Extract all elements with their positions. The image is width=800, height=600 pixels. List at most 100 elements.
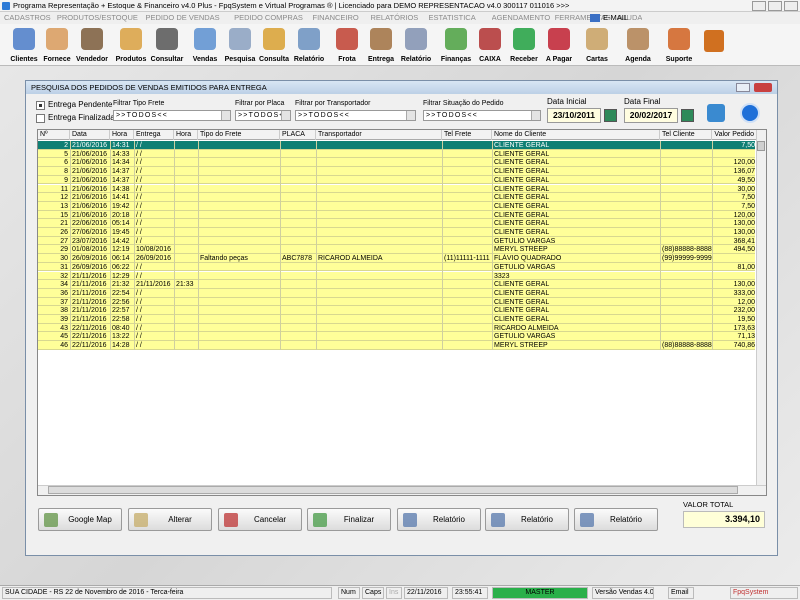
grid-cell[interactable]: 14:33 [112, 150, 130, 158]
grid-cell[interactable]: 21:32 [112, 281, 130, 289]
filter-select[interactable]: >>TODOS<< [423, 110, 541, 121]
toolbar-icon[interactable] [298, 28, 320, 50]
grid-cell[interactable]: 21/11/2016 [72, 281, 107, 289]
grid-cell[interactable]: 12:19 [112, 246, 130, 254]
grid-cell[interactable]: CLIENTE GERAL [494, 289, 550, 297]
grid-cell[interactable]: CLIENTE GERAL [494, 142, 550, 149]
grid-cell[interactable]: 21/06/2016 [72, 194, 108, 202]
toolbar-label[interactable]: CAIXA [479, 56, 501, 63]
action-button[interactable]: Relatório [397, 508, 481, 531]
grid-cell[interactable]: 23/07/2016 [72, 237, 108, 245]
grid-cell[interactable]: 11 [60, 185, 68, 193]
grid-cell[interactable]: CLIENTE GERAL [494, 220, 550, 228]
toolbar-icon[interactable] [120, 28, 142, 50]
grid-cell[interactable]: 3323 [494, 272, 510, 280]
grid-cell[interactable]: / / [136, 289, 142, 297]
grid-cell[interactable]: / / [136, 229, 142, 236]
grid-cell[interactable]: / / [136, 168, 142, 176]
grid-cell[interactable]: 39 [60, 316, 68, 323]
window-min-button[interactable] [752, 1, 766, 11]
grid-cell[interactable]: CLIENTE GERAL [494, 298, 550, 306]
grid-cell[interactable]: 14:31 [112, 142, 130, 149]
grid-cell[interactable]: 46 [60, 342, 68, 350]
grid-cell[interactable]: 21/11/2016 [72, 307, 107, 315]
grid-cell[interactable]: 9 [64, 176, 68, 184]
toolbar-icon[interactable] [229, 28, 251, 50]
menu-item[interactable]: AJUDA [617, 13, 643, 22]
toolbar-icon[interactable] [479, 28, 501, 50]
menu-item[interactable]: PEDIDO DE VENDAS [145, 13, 220, 22]
date-input[interactable]: 20/02/2017 [624, 108, 678, 123]
toolbar-icon[interactable] [445, 28, 467, 50]
grid-cell[interactable]: 21/06/2016 [72, 211, 108, 219]
grid-cell[interactable]: / / [136, 159, 142, 167]
grid-cell[interactable]: GETULIO VARGAS [494, 263, 556, 271]
checkbox[interactable] [36, 101, 45, 110]
grid-cell[interactable]: 22:56 [112, 298, 130, 306]
grid-cell[interactable]: / / [136, 298, 142, 306]
menu-item[interactable]: FERRAMENTAS [554, 13, 611, 22]
grid-cell[interactable]: 13:22 [112, 333, 130, 341]
toolbar-icon[interactable] [405, 28, 427, 50]
toolbar-label[interactable]: Clientes [10, 56, 38, 63]
grid-cell[interactable]: 27/06/2016 [72, 229, 108, 236]
grid-cell[interactable]: 30 [60, 255, 68, 263]
grid-cell[interactable]: 13 [60, 202, 68, 210]
grid-cell[interactable]: CLIENTE GERAL [494, 202, 550, 210]
toolbar-label[interactable]: Vendedor [76, 56, 108, 63]
grid-cell[interactable]: 130,00 [733, 229, 755, 236]
dialog-close-button[interactable] [754, 83, 772, 92]
grid-cell[interactable]: / / [136, 185, 142, 193]
grid-cell[interactable]: 494,50 [733, 246, 755, 254]
toolbar-label[interactable]: Relatório [293, 56, 325, 63]
grid-cell[interactable]: MERYL STREEP [494, 342, 548, 350]
grid-cell[interactable]: ABC7878 [282, 255, 312, 263]
grid-cell[interactable]: 36 [60, 289, 68, 297]
menu-item[interactable]: AGENDAMENTO [491, 13, 551, 22]
grid-cell[interactable]: 21/11/2016 [72, 289, 107, 297]
grid-cell[interactable]: 14:34 [112, 159, 130, 167]
grid-cell[interactable]: 06:14 [112, 255, 130, 263]
toolbar-icon[interactable] [263, 28, 285, 50]
grid-cell[interactable]: 21/11/2016 [72, 298, 107, 306]
dialog-help-button[interactable] [736, 83, 750, 92]
toolbar-label[interactable]: Produtos [115, 56, 147, 63]
grid-cell[interactable]: 26/09/2016 [136, 255, 172, 263]
grid-cell[interactable]: 12,00 [737, 298, 755, 306]
toolbar-icon[interactable] [370, 28, 392, 50]
grid-cell[interactable]: / / [136, 176, 142, 184]
grid-cell[interactable]: 19:42 [112, 202, 130, 210]
grid-cell[interactable]: / / [136, 324, 142, 332]
grid-cell[interactable]: / / [136, 316, 142, 323]
checkbox[interactable] [36, 114, 45, 123]
grid-cell[interactable]: / / [136, 211, 142, 219]
toolbar-icon[interactable] [46, 28, 68, 50]
grid-cell[interactable]: / / [136, 150, 142, 158]
toolbar-label[interactable]: Consultar [150, 56, 184, 63]
grid-cell[interactable]: 19:45 [112, 229, 130, 236]
grid-cell[interactable]: 21 [60, 220, 68, 228]
grid-cell[interactable]: CLIENTE GERAL [494, 185, 550, 193]
grid-cell[interactable]: 21/11/2016 [72, 316, 107, 323]
grid-cell[interactable]: 173,63 [733, 324, 755, 332]
filter-select[interactable]: >>TODOS<< [235, 110, 291, 121]
grid-cell[interactable]: CLIENTE GERAL [494, 168, 550, 176]
filter-select[interactable]: >>TODOS<< [295, 110, 416, 121]
grid-cell[interactable]: GETULIO VARGAS [494, 237, 556, 245]
grid-cell[interactable]: 7,50 [741, 142, 755, 149]
filter-select[interactable]: >>TODOS<< [113, 110, 231, 121]
window-close-button[interactable] [784, 1, 798, 11]
grid-cell[interactable]: 22:58 [112, 316, 130, 323]
action-button[interactable]: Alterar [128, 508, 212, 531]
grid-cell[interactable]: CLIENTE GERAL [494, 316, 550, 323]
grid-cell[interactable]: 31 [60, 263, 68, 271]
grid-cell[interactable]: CLIENTE GERAL [494, 307, 550, 315]
grid-cell[interactable]: GETULIO VARGAS [494, 333, 556, 341]
grid-cell[interactable]: 14:41 [112, 194, 130, 202]
grid-cell[interactable]: 22/11/2016 [72, 333, 107, 341]
grid-cell[interactable]: CLIENTE GERAL [494, 194, 550, 202]
grid-cell[interactable]: Faltando peças [200, 255, 248, 263]
toolbar-icon[interactable] [668, 28, 690, 50]
toolbar-label[interactable]: Cartas [586, 56, 608, 63]
grid-cell[interactable]: 21/11/2016 [72, 272, 107, 280]
